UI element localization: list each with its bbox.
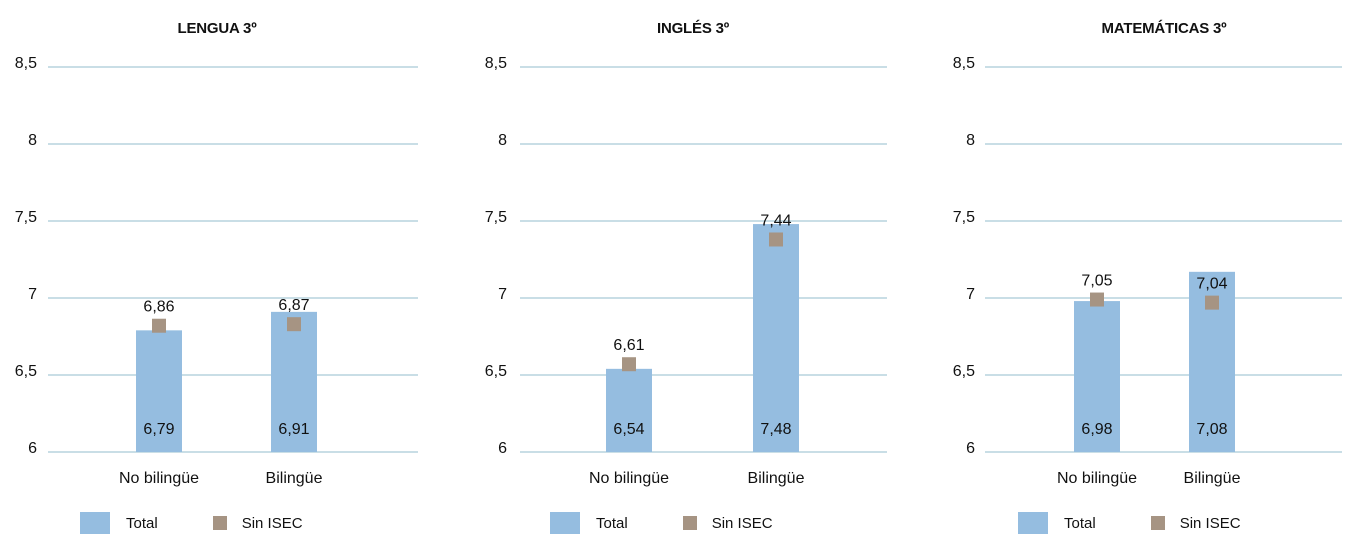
- bar-total-label: 6,98: [1081, 421, 1112, 438]
- marker-sin-isec-label: 7,05: [1081, 273, 1112, 290]
- chart-ingles: INGLÉS 3º 6 6,5 7 7,5 8 8,5 6,54 6,61 No bilingü…: [470, 0, 910, 538]
- y-tick-label: 8: [28, 132, 37, 149]
- bar-total: [753, 224, 799, 452]
- y-tick-label: 7,5: [15, 209, 37, 226]
- y-tick-label: 8,5: [485, 55, 507, 72]
- chart-title: LENGUA 3º: [177, 20, 257, 37]
- legend-sin-isec-swatch: [1150, 516, 1165, 530]
- marker-sin-isec: [622, 357, 636, 372]
- legend: Total Sin ISEC: [550, 512, 773, 534]
- y-tick-label: 6: [28, 440, 37, 457]
- x-category-label: Bilingüe: [1184, 470, 1241, 487]
- bar-total-label: 6,79: [143, 421, 174, 438]
- legend: Total Sin ISEC: [1018, 512, 1241, 534]
- marker-sin-isec-label: 6,61: [613, 337, 644, 354]
- marker-sin-isec: [1205, 295, 1219, 310]
- marker-sin-isec-label: 7,44: [760, 212, 791, 229]
- bar-total: [136, 330, 182, 452]
- legend-total-label: Total: [1064, 514, 1096, 532]
- bar-total-label: 7,48: [760, 421, 791, 438]
- x-category-label: No bilingüe: [589, 470, 669, 487]
- y-tick-label: 6,5: [15, 363, 37, 380]
- legend-total-label: Total: [126, 514, 158, 532]
- bar-total-label: 6,54: [613, 421, 644, 438]
- legend-sin-isec-swatch: [212, 516, 227, 530]
- legend-total-swatch: [80, 512, 110, 534]
- marker-sin-isec-label: 7,04: [1196, 276, 1227, 293]
- y-tick-label: 8: [966, 132, 975, 149]
- legend-total-swatch: [1018, 512, 1048, 534]
- bar-total: [271, 311, 317, 452]
- marker-sin-isec: [1090, 292, 1104, 307]
- y-tick-label: 7: [28, 286, 37, 303]
- marker-sin-isec: [287, 317, 301, 332]
- y-tick-label: 7: [966, 286, 975, 303]
- x-category-label: Bilingüe: [266, 470, 323, 487]
- y-tick-label: 6,5: [485, 363, 507, 380]
- legend-sin-isec-label: Sin ISEC: [1179, 514, 1241, 532]
- y-tick-label: 7,5: [953, 209, 975, 226]
- y-tick-label: 8,5: [15, 55, 37, 72]
- chart-title: MATEMÁTICAS 3º: [1101, 20, 1227, 37]
- x-category-label: No bilingüe: [119, 470, 199, 487]
- y-tick-label: 7,5: [485, 209, 507, 226]
- y-tick-label: 6: [966, 440, 975, 457]
- bar-total-label: 6,91: [278, 421, 309, 438]
- legend-sin-isec-label: Sin ISEC: [711, 514, 773, 532]
- bar-total: [606, 368, 652, 452]
- chart-lengua: LENGUA 3º 6 6,5 7 7,5 8 8,5 6,79 6,86 No bilingü…: [0, 0, 440, 538]
- marker-sin-isec: [152, 318, 166, 333]
- y-tick-label: 7: [498, 286, 507, 303]
- chart-title: INGLÉS 3º: [656, 20, 730, 37]
- legend-sin-isec-swatch: [682, 516, 697, 530]
- marker-sin-isec-label: 6,86: [143, 299, 174, 316]
- x-category-label: No bilingüe: [1057, 470, 1137, 487]
- legend: Total Sin ISEC: [80, 512, 303, 534]
- y-tick-label: 8: [498, 132, 507, 149]
- bar-total-label: 7,08: [1196, 421, 1227, 438]
- x-category-label: Bilingüe: [748, 470, 805, 487]
- chart-lengua-plot: 6 6,5 7 7,5 8 8,5 6,79 6,86 No bilingüe 6,91 6,87 B…: [15, 55, 418, 487]
- chart-matematicas: MATEMÁTICAS 3º 6 6,5 7 7,5 8 8,5 6,98 7,05 No bi…: [938, 0, 1346, 538]
- chart-matematicas-plot: 6 6,5 7 7,5 8 8,5 6,98 7,05 No bilingüe 7,08 7,04 B…: [953, 55, 1342, 487]
- marker-sin-isec-label: 6,87: [278, 297, 309, 314]
- chart-ingles-plot: 6 6,5 7 7,5 8 8,5 6,54 6,61 No bilingüe 7,48 7,44 B…: [485, 55, 887, 487]
- marker-sin-isec: [769, 232, 783, 247]
- legend-total-swatch: [550, 512, 580, 534]
- y-tick-label: 6,5: [953, 363, 975, 380]
- legend-sin-isec-label: Sin ISEC: [241, 514, 303, 532]
- bar-total: [1074, 301, 1120, 452]
- legend-total-label: Total: [596, 514, 628, 532]
- y-tick-label: 6: [498, 440, 507, 457]
- y-tick-label: 8,5: [953, 55, 975, 72]
